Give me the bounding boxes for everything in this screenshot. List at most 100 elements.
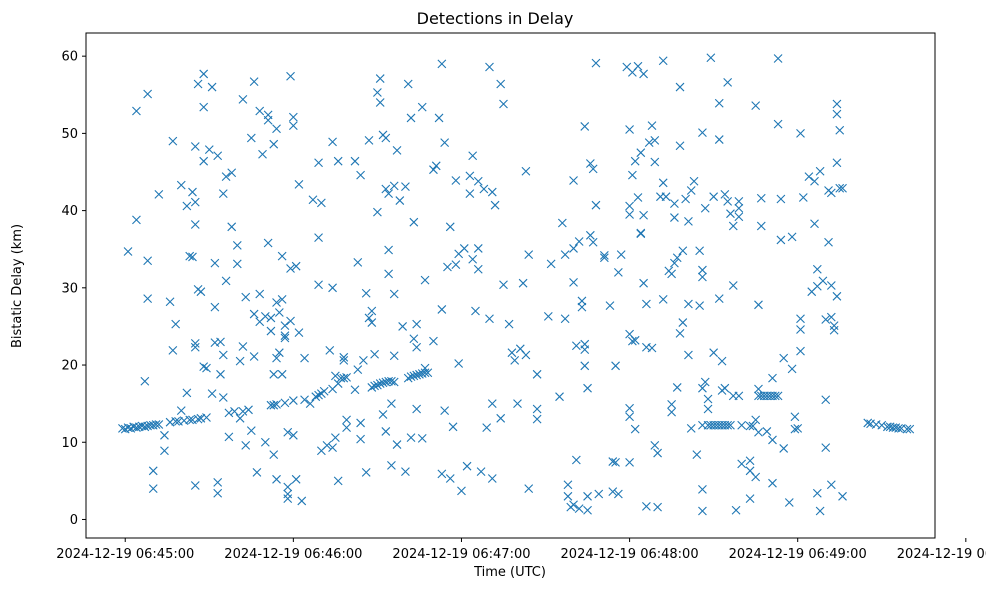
data-point xyxy=(143,89,153,99)
data-point xyxy=(773,391,783,401)
data-point xyxy=(675,141,685,151)
data-point xyxy=(356,418,365,428)
data-point xyxy=(255,106,265,116)
data-point xyxy=(280,321,290,331)
data-point xyxy=(286,316,295,326)
data-point xyxy=(392,145,402,155)
y-tick-label: 10 xyxy=(61,436,78,451)
data-point xyxy=(661,192,671,202)
data-point xyxy=(154,189,164,199)
data-point xyxy=(684,299,693,309)
data-point xyxy=(314,233,323,243)
data-point xyxy=(700,203,710,213)
data-point xyxy=(776,194,786,204)
data-point xyxy=(706,53,716,63)
data-point xyxy=(482,423,492,432)
data-point xyxy=(171,319,181,329)
data-point xyxy=(703,394,713,404)
data-point xyxy=(213,488,223,498)
data-point xyxy=(370,349,379,359)
data-point xyxy=(745,456,755,466)
data-point xyxy=(311,392,321,402)
data-point xyxy=(751,101,761,110)
data-point xyxy=(815,166,825,176)
data-point xyxy=(686,423,696,433)
data-point xyxy=(720,189,730,199)
data-point xyxy=(754,384,763,394)
data-point xyxy=(314,158,323,168)
data-point xyxy=(776,235,786,245)
data-point xyxy=(277,295,287,304)
data-point xyxy=(557,218,567,228)
data-point xyxy=(132,106,141,116)
data-point xyxy=(207,82,217,92)
plot-area: 2024-12-19 06:45:00 2024-12-19 06:46:00 20… xyxy=(56,32,986,562)
data-point xyxy=(280,331,290,341)
data-point xyxy=(244,405,253,415)
data-point xyxy=(367,383,377,392)
data-point xyxy=(193,414,203,424)
data-point xyxy=(434,113,444,123)
data-point xyxy=(462,461,472,471)
data-point xyxy=(339,356,349,365)
data-point xyxy=(193,79,203,89)
data-point xyxy=(678,318,688,327)
data-point xyxy=(445,222,455,232)
data-point xyxy=(737,420,747,430)
data-point xyxy=(902,424,912,434)
data-point xyxy=(370,381,379,391)
data-point xyxy=(389,181,399,191)
data-point xyxy=(409,371,419,381)
data-point xyxy=(160,446,169,456)
data-point xyxy=(560,250,570,260)
data-point xyxy=(227,222,237,232)
data-point xyxy=(272,400,281,409)
data-point xyxy=(168,345,178,355)
data-point xyxy=(280,333,290,343)
data-point xyxy=(569,278,578,287)
data-point xyxy=(384,269,394,279)
data-point xyxy=(246,426,256,436)
data-point xyxy=(300,395,309,405)
data-point xyxy=(832,158,842,168)
data-point xyxy=(838,183,847,193)
data-point xyxy=(826,281,836,290)
data-point xyxy=(670,213,679,222)
data-point xyxy=(636,228,646,238)
data-point xyxy=(653,448,662,458)
data-point xyxy=(224,432,234,442)
data-point xyxy=(709,348,719,358)
data-point xyxy=(249,309,259,319)
data-point xyxy=(218,189,228,199)
data-point xyxy=(207,389,217,398)
data-point xyxy=(599,250,609,260)
x-axis-label: Time (UTC) xyxy=(473,565,546,580)
data-point xyxy=(524,484,534,493)
data-point xyxy=(218,393,228,402)
data-point xyxy=(291,261,301,271)
data-point xyxy=(336,373,346,383)
data-point xyxy=(258,149,267,159)
data-point xyxy=(154,420,164,429)
data-point xyxy=(487,187,497,197)
data-point xyxy=(204,145,214,154)
data-point xyxy=(616,250,626,260)
data-point xyxy=(232,240,242,250)
data-point xyxy=(487,399,497,409)
data-point xyxy=(588,164,598,174)
data-point xyxy=(714,294,724,304)
data-point xyxy=(199,69,209,79)
data-point xyxy=(698,383,707,393)
data-point xyxy=(698,128,707,137)
data-point xyxy=(476,467,486,476)
data-point xyxy=(863,418,873,428)
y-tick-label: 60 xyxy=(61,50,78,65)
data-point xyxy=(176,180,186,190)
data-point xyxy=(555,392,564,402)
data-point xyxy=(821,315,831,324)
data-point xyxy=(639,69,648,79)
data-point xyxy=(692,450,702,459)
data-point xyxy=(546,259,556,269)
data-point xyxy=(686,186,696,195)
